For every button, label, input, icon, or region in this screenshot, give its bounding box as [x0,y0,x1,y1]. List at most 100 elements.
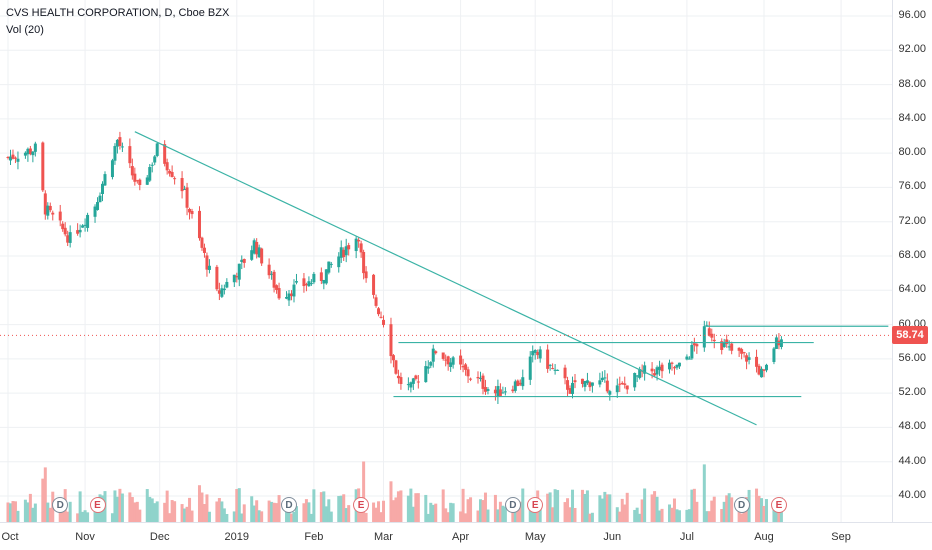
volume-bar [48,507,52,522]
candle-body [190,210,194,215]
candle-body [128,146,132,164]
volume-bar [31,507,35,522]
candle-body [590,382,594,386]
volume-bar [260,511,264,522]
earnings-marker[interactable]: E [770,497,787,513]
candle-body [163,144,167,164]
candle-body [66,235,70,243]
candle-body [643,365,647,374]
candle-body [16,158,20,162]
candle-body [207,265,211,270]
time-tick-label: Sep [831,531,851,543]
volume-bar [755,488,759,522]
volume-bar [170,500,174,522]
candle-body [324,269,328,284]
volume-bar [503,506,507,522]
candle-body [444,359,448,361]
volume-bar [382,500,386,522]
candle-body [260,248,264,264]
candle-body [655,367,659,375]
candle-body [466,369,470,377]
volume-bar [690,489,694,522]
earnings-marker[interactable]: E [353,497,370,513]
dividend-marker[interactable]: D [733,497,750,513]
time-tick-label: May [524,531,546,543]
volume-bar [553,489,557,522]
candle-body [110,160,114,178]
grid [0,0,892,522]
dividend-marker[interactable]: D [504,497,521,513]
volume-bar [707,511,711,522]
candle-body [98,195,102,203]
candle-body [692,343,696,346]
volume-bar [110,513,114,522]
candle-body [232,274,236,283]
volume-bar [377,501,381,522]
candle-body [615,385,619,393]
volume-bar [290,513,293,522]
candle-body [720,341,724,350]
price-tick-label: 92.00 [898,43,926,56]
candle-body [762,369,766,371]
time-tick-label: Aug [754,531,774,543]
volume-bar [498,501,502,522]
volume-bar [113,490,117,522]
candle-body [583,380,587,387]
candle-body [556,369,560,371]
candle-body [382,319,386,325]
volume-bar [466,499,470,522]
candle-body [774,337,778,349]
volume-bar [538,507,542,522]
candle-body [546,349,550,369]
candle-body [41,142,45,191]
candle-body [202,247,206,253]
candle-body [742,352,746,354]
candle-body [725,339,729,345]
earnings-marker[interactable]: E [527,497,544,513]
volume-bar [202,504,206,522]
volume-bar [81,511,85,522]
candle-body [205,255,209,270]
volume-bar [533,508,537,522]
volume-bar [130,497,134,522]
volume-bar [115,496,119,522]
candles [6,131,783,405]
volume-bar [304,499,308,522]
candle-body [294,281,298,283]
candle-body [536,352,540,356]
candle-body [503,391,507,393]
earnings-marker[interactable]: E [89,497,106,513]
candle-body [354,238,358,252]
candle-body [429,362,433,366]
volume-bar [598,495,602,522]
candle-body [145,177,149,185]
candle-body [712,339,716,342]
volume-bar [190,510,194,522]
volume-bar [737,504,741,522]
candle-body [620,382,624,384]
candle-body [668,362,671,370]
volume-bar [496,509,500,522]
price-tick-label: 80.00 [898,146,926,159]
dividend-marker[interactable]: D [281,497,297,513]
volume-bar [695,501,699,522]
time-tick-label: Apr [452,531,470,543]
time-tick-label: Jun [603,531,622,543]
volume-bar [250,496,254,522]
candle-body [237,263,241,280]
price-tick-label: 56.00 [898,351,926,364]
volume-bar [702,464,706,522]
candle-body [623,383,627,385]
volume-bar [319,492,323,522]
volume-bar [638,513,642,522]
volume-bar [78,491,82,522]
volume-bar [633,509,637,522]
candle-body [235,276,239,278]
volume-bar [83,510,87,522]
candle-body [496,386,500,397]
dividend-marker[interactable]: D [52,497,69,513]
candle-body [727,346,731,348]
volume-bar [302,503,306,522]
candle-body [11,154,15,159]
